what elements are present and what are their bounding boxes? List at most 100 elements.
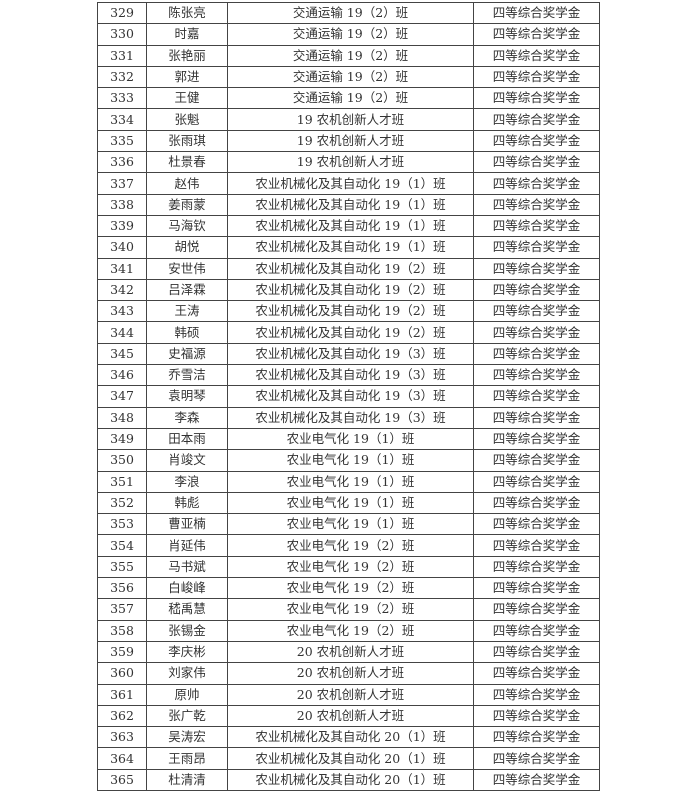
table-row: 335 张雨琪 19 农机创新人才班 四等综合奖学金 [97, 129, 600, 153]
award-level-cell: 四等综合奖学金 [473, 44, 600, 67]
row-number-cell: 351 [97, 470, 147, 493]
class-name-cell: 农业电气化 19（2）班 [227, 534, 474, 557]
table-row: 332 郭进 交通运输 19（2）班 四等综合奖学金 [97, 65, 600, 89]
student-name-cell: 李庆彬 [146, 640, 228, 664]
student-name-cell: 时嘉 [146, 23, 228, 46]
award-level-cell: 四等综合奖学金 [473, 129, 600, 153]
row-number-cell: 340 [97, 236, 147, 259]
class-name-cell: 农业机械化及其自动化 19（2）班 [227, 278, 474, 302]
award-level-cell: 四等综合奖学金 [473, 108, 600, 131]
class-name-cell: 农业机械化及其自动化 19（1）班 [227, 193, 474, 216]
award-level-cell: 四等综合奖学金 [473, 151, 600, 174]
table-row: 355 马书斌 农业电气化 19（2）班 四等综合奖学金 [97, 555, 600, 579]
class-name-cell: 交通运输 19（2）班 [227, 87, 474, 110]
award-level-cell: 四等综合奖学金 [473, 662, 600, 685]
class-name-cell: 19 农机创新人才班 [227, 108, 474, 131]
row-number-cell: 363 [97, 726, 147, 749]
award-level-cell: 四等综合奖学金 [473, 683, 600, 706]
award-level-cell: 四等综合奖学金 [473, 619, 600, 642]
row-number-cell: 356 [97, 577, 147, 600]
award-level-cell: 四等综合奖学金 [473, 23, 600, 46]
table-row: 342 吕泽霖 农业机械化及其自动化 19（2）班 四等综合奖学金 [97, 278, 600, 302]
student-name-cell: 袁明琴 [146, 385, 228, 408]
student-name-cell: 王健 [146, 87, 228, 110]
row-number-cell: 354 [97, 534, 147, 557]
table-row: 333 王健 交通运输 19（2）班 四等综合奖学金 [97, 87, 600, 110]
class-name-cell: 农业机械化及其自动化 19（2）班 [227, 300, 474, 323]
student-name-cell: 郭进 [146, 65, 228, 89]
row-number-cell: 331 [97, 44, 147, 67]
scholarship-table: 329 陈张亮 交通运输 19（2）班 四等综合奖学金 330 时嘉 交通运输 19（2）班… [97, 1, 600, 791]
table-row: 348 李森 农业机械化及其自动化 19（3）班 四等综合奖学金 [97, 406, 600, 429]
student-name-cell: 原帅 [146, 683, 228, 706]
row-number-cell: 344 [97, 321, 147, 344]
class-name-cell: 19 农机创新人才班 [227, 129, 474, 153]
table-row: 360 刘家伟 20 农机创新人才班 四等综合奖学金 [97, 662, 600, 685]
table-row: 334 张魁 19 农机创新人才班 四等综合奖学金 [97, 108, 600, 131]
class-name-cell: 20 农机创新人才班 [227, 683, 474, 706]
student-name-cell: 姜雨蒙 [146, 193, 228, 216]
student-name-cell: 曹亚楠 [146, 513, 228, 536]
award-level-cell: 四等综合奖学金 [473, 321, 600, 344]
award-level-cell: 四等综合奖学金 [473, 704, 600, 728]
student-name-cell: 肖延伟 [146, 534, 228, 557]
table-row: 343 王涛 农业机械化及其自动化 19（2）班 四等综合奖学金 [97, 300, 600, 323]
class-name-cell: 农业电气化 19（2）班 [227, 555, 474, 579]
class-name-cell: 20 农机创新人才班 [227, 640, 474, 664]
table-row: 365 杜清清 农业机械化及其自动化 20（1）班 四等综合奖学金 [97, 768, 600, 791]
award-level-cell: 四等综合奖学金 [473, 640, 600, 664]
row-number-cell: 358 [97, 619, 147, 642]
row-number-cell: 353 [97, 513, 147, 536]
class-name-cell: 农业机械化及其自动化 19（1）班 [227, 236, 474, 259]
award-level-cell: 四等综合奖学金 [473, 491, 600, 515]
row-number-cell: 359 [97, 640, 147, 664]
student-name-cell: 胡悦 [146, 236, 228, 259]
award-level-cell: 四等综合奖学金 [473, 768, 600, 791]
class-name-cell: 交通运输 19（2）班 [227, 65, 474, 89]
award-level-cell: 四等综合奖学金 [473, 747, 600, 770]
student-name-cell: 田本雨 [146, 427, 228, 451]
award-level-cell: 四等综合奖学金 [473, 406, 600, 429]
table-row: 352 韩彪 农业电气化 19（1）班 四等综合奖学金 [97, 491, 600, 515]
student-name-cell: 陈张亮 [146, 1, 228, 25]
table-row: 359 李庆彬 20 农机创新人才班 四等综合奖学金 [97, 640, 600, 664]
table-row: 341 安世伟 农业机械化及其自动化 19（2）班 四等综合奖学金 [97, 257, 600, 280]
award-level-cell: 四等综合奖学金 [473, 1, 600, 25]
student-name-cell: 杜清清 [146, 768, 228, 791]
table-row: 345 史福源 农业机械化及其自动化 19（3）班 四等综合奖学金 [97, 342, 600, 366]
row-number-cell: 335 [97, 129, 147, 153]
row-number-cell: 352 [97, 491, 147, 515]
student-name-cell: 张锡金 [146, 619, 228, 642]
award-level-cell: 四等综合奖学金 [473, 236, 600, 259]
row-number-cell: 350 [97, 449, 147, 472]
class-name-cell: 20 农机创新人才班 [227, 662, 474, 685]
student-name-cell: 安世伟 [146, 257, 228, 280]
row-number-cell: 360 [97, 662, 147, 685]
row-number-cell: 348 [97, 406, 147, 429]
row-number-cell: 330 [97, 23, 147, 46]
table-row: 358 张锡金 农业电气化 19（2）班 四等综合奖学金 [97, 619, 600, 642]
student-name-cell: 吴涛宏 [146, 726, 228, 749]
table-body: 329 陈张亮 交通运输 19（2）班 四等综合奖学金 330 时嘉 交通运输 19（2）班… [97, 1, 600, 791]
award-level-cell: 四等综合奖学金 [473, 470, 600, 493]
table-row: 361 原帅 20 农机创新人才班 四等综合奖学金 [97, 683, 600, 706]
student-name-cell: 韩硕 [146, 321, 228, 344]
row-number-cell: 361 [97, 683, 147, 706]
award-level-cell: 四等综合奖学金 [473, 726, 600, 749]
table-row: 363 吴涛宏 农业机械化及其自动化 20（1）班 四等综合奖学金 [97, 726, 600, 749]
class-name-cell: 农业机械化及其自动化 19（2）班 [227, 321, 474, 344]
row-number-cell: 346 [97, 364, 147, 387]
student-name-cell: 乔雪洁 [146, 364, 228, 387]
student-name-cell: 马海钦 [146, 214, 228, 238]
student-name-cell: 张艳丽 [146, 44, 228, 67]
row-number-cell: 336 [97, 151, 147, 174]
award-level-cell: 四等综合奖学金 [473, 427, 600, 451]
award-level-cell: 四等综合奖学金 [473, 534, 600, 557]
row-number-cell: 343 [97, 300, 147, 323]
row-number-cell: 355 [97, 555, 147, 579]
table-row: 347 袁明琴 农业机械化及其自动化 19（3）班 四等综合奖学金 [97, 385, 600, 408]
student-name-cell: 张雨琪 [146, 129, 228, 153]
table-row: 354 肖延伟 农业电气化 19（2）班 四等综合奖学金 [97, 534, 600, 557]
row-number-cell: 341 [97, 257, 147, 280]
row-number-cell: 338 [97, 193, 147, 216]
